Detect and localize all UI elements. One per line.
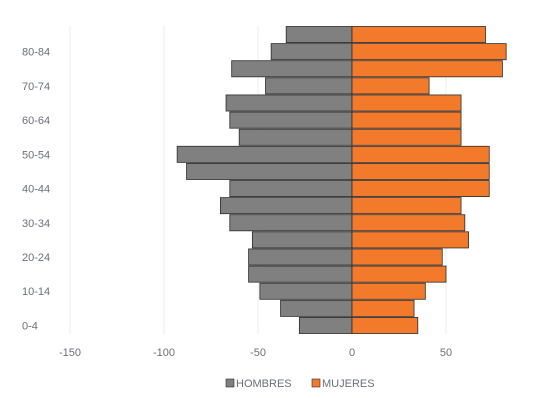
x-tick-label: -150 (59, 347, 81, 359)
y-axis: 0-4 10-14 20-24 30-34 40-44 50-54 60-64 70-74 80… (22, 47, 50, 333)
bar-mujeres-45-49 (351, 162, 490, 180)
x-tick-label: -100 (153, 347, 175, 359)
bar-mujeres-60-64 (351, 111, 462, 129)
bar-hombres-40-44 (229, 180, 353, 198)
bar-mujeres-15-19 (351, 265, 447, 283)
bar-hombres-60-64 (229, 111, 353, 129)
legend-label-hombres: HOMBRES (236, 378, 292, 390)
bar-mujeres-25-29 (351, 231, 469, 249)
y-tick-label: 30-34 (22, 218, 50, 230)
y-tick-label: 0-4 (22, 320, 38, 332)
bar-hombres-45-49 (186, 162, 353, 180)
bar-mujeres-35-39 (351, 197, 462, 215)
legend-swatch-mujeres (311, 378, 321, 388)
x-axis: -150 -100 -50 0 50 (59, 347, 452, 359)
y-tick-label: 10-14 (22, 286, 50, 298)
bar-hombres-25-29 (251, 231, 353, 249)
bar-hombres-15-19 (248, 265, 353, 283)
bar-mujeres-10-14 (351, 282, 426, 300)
bar-hombres-85+ (285, 26, 353, 44)
bar-hombres-65-69 (225, 94, 353, 112)
bar-hombres-30-34 (229, 214, 353, 232)
bar-mujeres-40-44 (351, 180, 490, 198)
bar-mujeres-5-9 (351, 299, 415, 317)
bar-hombres-20-24 (248, 248, 353, 266)
bar-hombres-35-39 (219, 197, 353, 215)
legend: HOMBRES MUJERES (225, 378, 375, 390)
bar-mujeres-70-74 (351, 77, 430, 95)
bar-hombres-80-84 (270, 43, 353, 61)
bar-hombres-5-9 (280, 299, 353, 317)
bar-hombres-70-74 (265, 77, 353, 95)
bar-mujeres-55-59 (351, 128, 462, 146)
bar-hombres-55-59 (238, 128, 353, 146)
x-tick-label: 50 (440, 347, 452, 359)
grid-layer (69, 26, 447, 334)
y-tick-label: 50-54 (22, 149, 50, 161)
y-tick-label: 70-74 (22, 81, 50, 93)
bars-layer (176, 26, 507, 334)
x-tick-label: -50 (250, 347, 266, 359)
bar-mujeres-80-84 (351, 43, 507, 61)
bar-hombres-75-79 (231, 60, 353, 78)
bar-hombres-50-54 (176, 145, 353, 163)
legend-label-mujeres: MUJERES (322, 378, 375, 390)
bar-mujeres-50-54 (351, 145, 490, 163)
bar-mujeres-85+ (351, 26, 486, 44)
y-tick-label: 40-44 (22, 184, 50, 196)
bar-mujeres-65-69 (351, 94, 462, 112)
bar-mujeres-75-79 (351, 60, 503, 78)
y-tick-label: 20-24 (22, 252, 50, 264)
bar-mujeres-0-4 (351, 316, 419, 334)
bar-hombres-10-14 (259, 282, 353, 300)
bar-hombres-0-4 (298, 316, 353, 334)
bar-mujeres-30-34 (351, 214, 466, 232)
y-tick-label: 60-64 (22, 115, 50, 127)
y-tick-label: 80-84 (22, 47, 50, 59)
x-tick-label: 0 (349, 347, 355, 359)
legend-swatch-hombres (225, 378, 235, 388)
bar-mujeres-20-24 (351, 248, 443, 266)
